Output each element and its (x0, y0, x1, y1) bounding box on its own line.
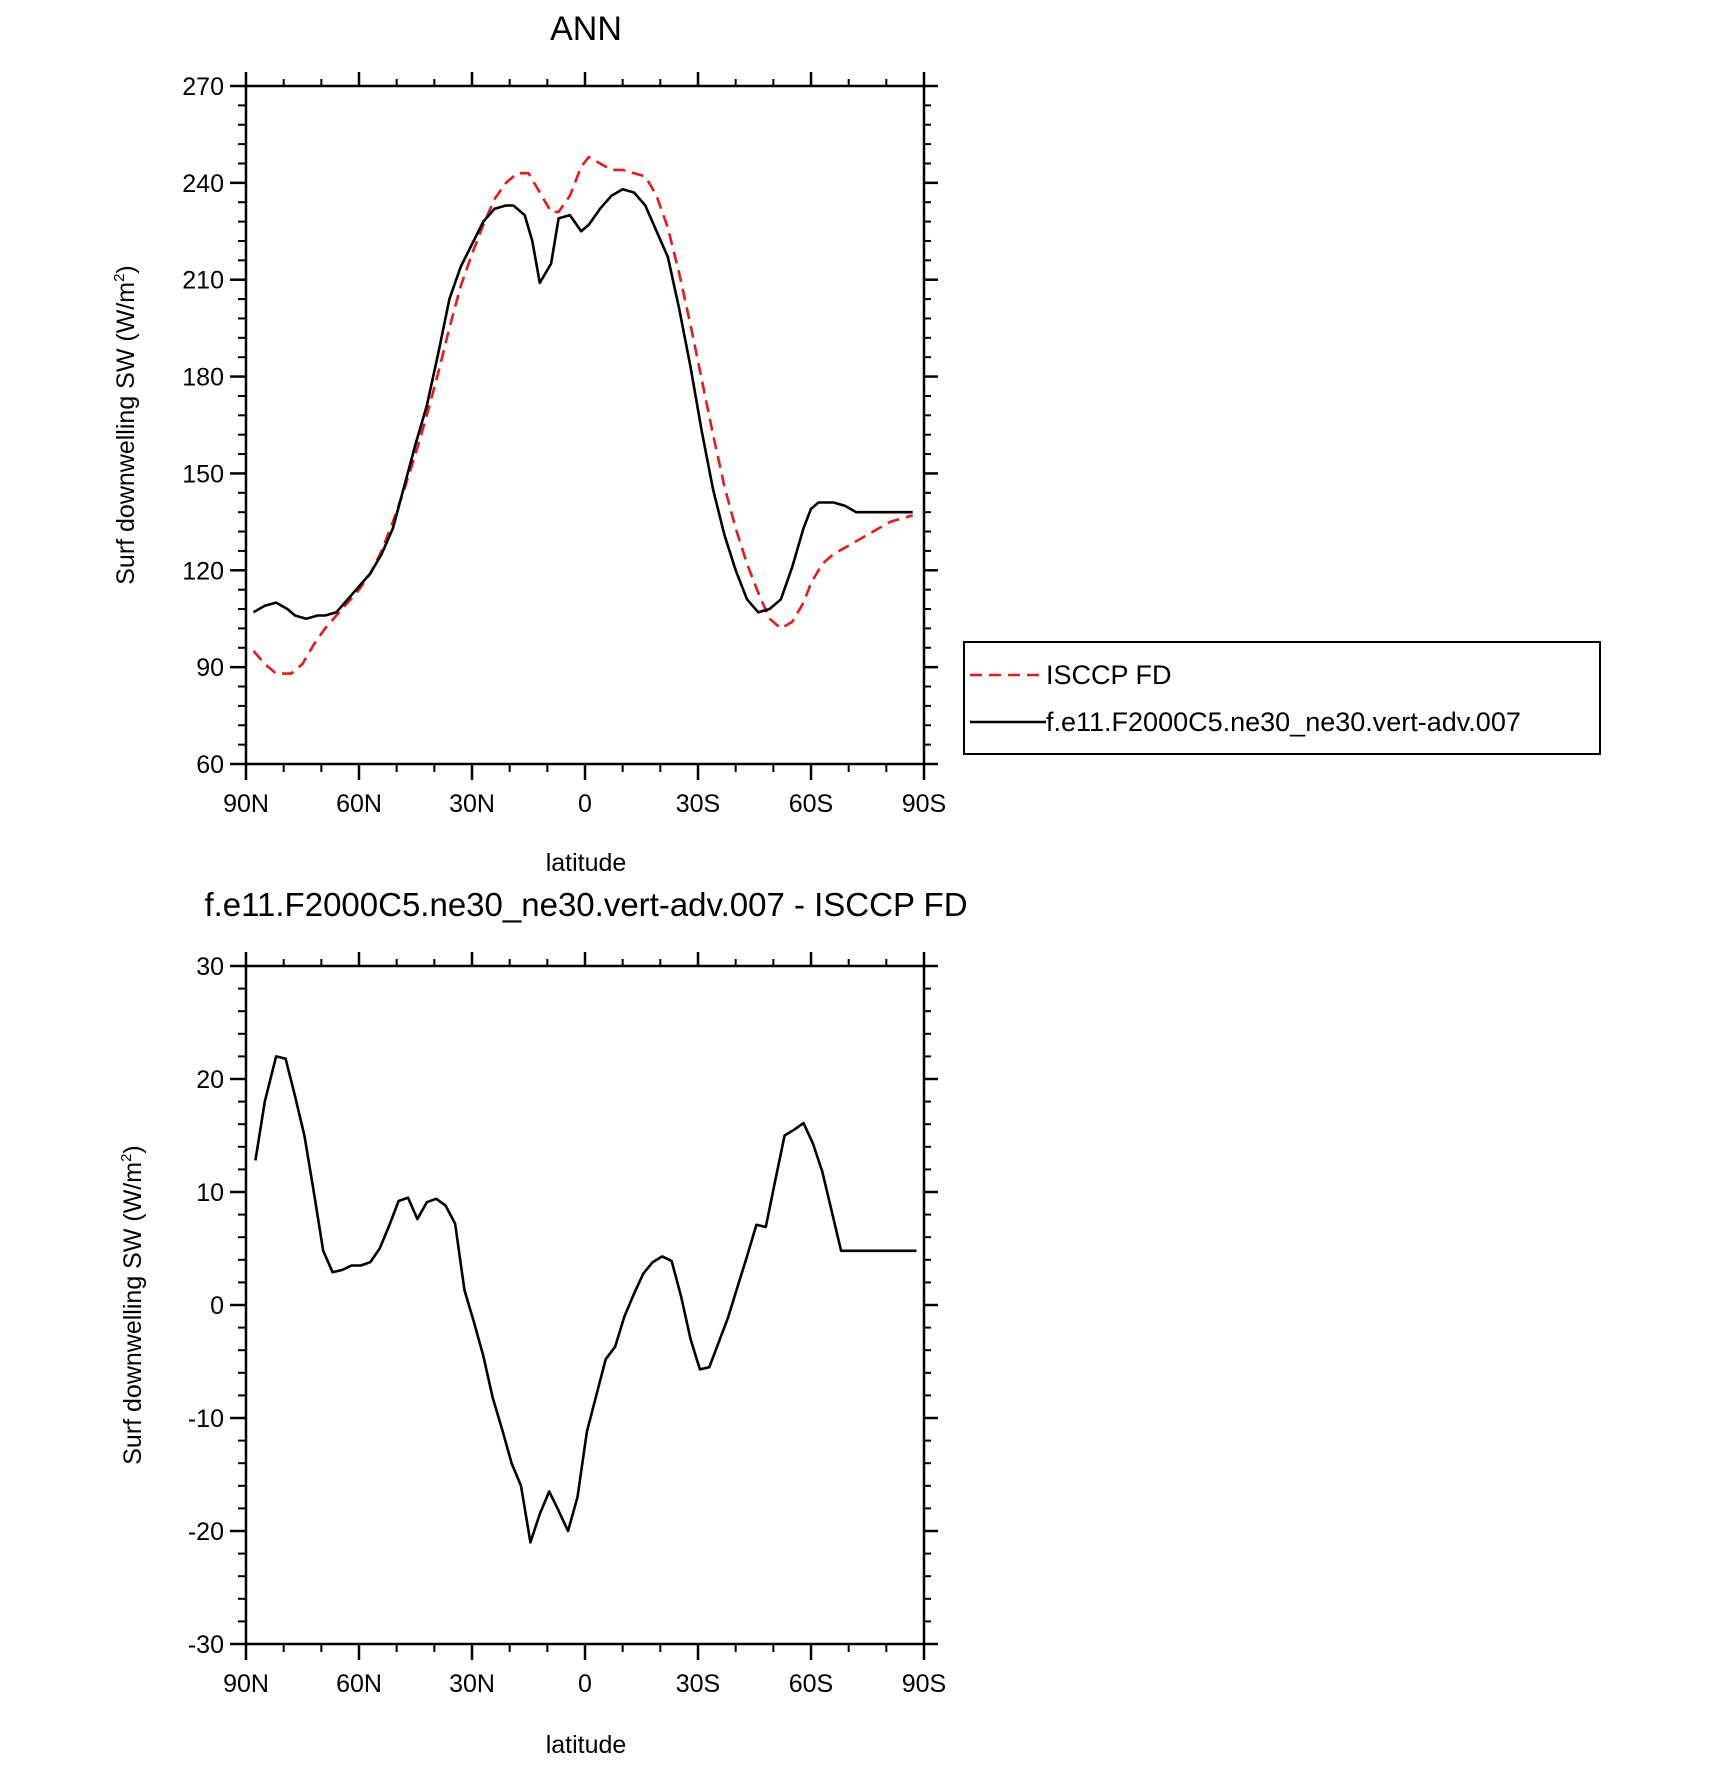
top-ytick-label: 240 (182, 170, 224, 198)
bottom-xtick-label: 60S (789, 1670, 833, 1698)
top-xtick-label: 30S (676, 790, 720, 818)
top-xtick-label: 60S (789, 790, 833, 818)
bottom-xtick-label: 90N (223, 1670, 269, 1698)
top-title: ANN (550, 10, 622, 48)
legend-label-isccp: ISCCP FD (1046, 660, 1172, 690)
top-xtick-label: 0 (578, 790, 592, 818)
top-ylabel-sup: 2 (111, 274, 128, 282)
top-ytick-label: 270 (182, 73, 224, 101)
top-ylabel-main: Surf downwelling SW (W/m (112, 282, 140, 585)
bottom-ytick-label: -30 (188, 1631, 224, 1659)
top-xlabel: latitude (546, 849, 627, 877)
legend: ISCCP FD f.e11.F2000C5.ne30_ne30.vert-ad… (963, 641, 1601, 755)
bottom-ytick-label: -10 (188, 1405, 224, 1433)
bottom-ytick-label: 30 (196, 953, 224, 981)
bottom-ytick-label: 0 (210, 1292, 224, 1320)
panel-bottom: f.e11.F2000C5.ne30_ne30.vert-adv.007 - I… (118, 886, 968, 1759)
bottom-series-group (254, 1055, 917, 1544)
bottom-title: f.e11.F2000C5.ne30_ne30.vert-adv.007 - I… (204, 886, 967, 923)
bottom-ylabel-sup: 2 (118, 1154, 135, 1162)
top-series-line-0 (252, 155, 914, 675)
bottom-ytick-label: 20 (196, 1066, 224, 1094)
bottom-xtick-label: 60N (336, 1670, 382, 1698)
bottom-ytick-label: 10 (196, 1179, 224, 1207)
bottom-xtick-label: 30N (449, 1670, 495, 1698)
bottom-series-line-0 (254, 1055, 917, 1544)
bottom-ticks: -30 -20 -10 0 10 20 30 90N 60N 30N 0 30S 60S 90S (188, 952, 946, 1698)
top-xtick-label: 60N (336, 790, 382, 818)
top-ytick-label: 180 (182, 364, 224, 392)
top-plot-frame (244, 84, 926, 766)
top-ticks: 60 90 120 150 180 210 240 270 90N 60N 30N 0 30S 60S 90… (182, 72, 946, 818)
top-xtick-label: 30N (449, 790, 495, 818)
bottom-ylabel-main: Surf downwelling SW (W/m (119, 1162, 147, 1465)
bottom-xtick-label: 30S (676, 1670, 720, 1698)
legend-box (963, 641, 1601, 755)
bottom-xlabel: latitude (546, 1731, 627, 1759)
top-ylabel-end: ) (112, 265, 140, 273)
top-ytick-label: 90 (196, 654, 224, 682)
bottom-xtick-label: 0 (578, 1670, 592, 1698)
bottom-ylabel-end: ) (119, 1145, 147, 1153)
top-ylabel: Surf downwelling SW (W/m2) (111, 265, 140, 585)
top-ytick-label: 60 (196, 751, 224, 779)
top-series-line-1 (252, 188, 913, 621)
bottom-ylabel: Surf downwelling SW (W/m2) (118, 1145, 147, 1465)
top-ytick-label: 120 (182, 557, 224, 585)
top-xtick-label: 90N (223, 790, 269, 818)
top-ytick-label: 150 (182, 460, 224, 488)
bottom-ytick-label: -20 (188, 1518, 224, 1546)
top-ytick-label: 210 (182, 267, 224, 295)
legend-label-model: f.e11.F2000C5.ne30_ne30.vert-adv.007 (1046, 707, 1521, 737)
top-xtick-label: 90S (902, 790, 946, 818)
bottom-xtick-label: 90S (902, 1670, 946, 1698)
top-series-group (252, 155, 914, 675)
bottom-plot-frame (244, 964, 926, 1646)
